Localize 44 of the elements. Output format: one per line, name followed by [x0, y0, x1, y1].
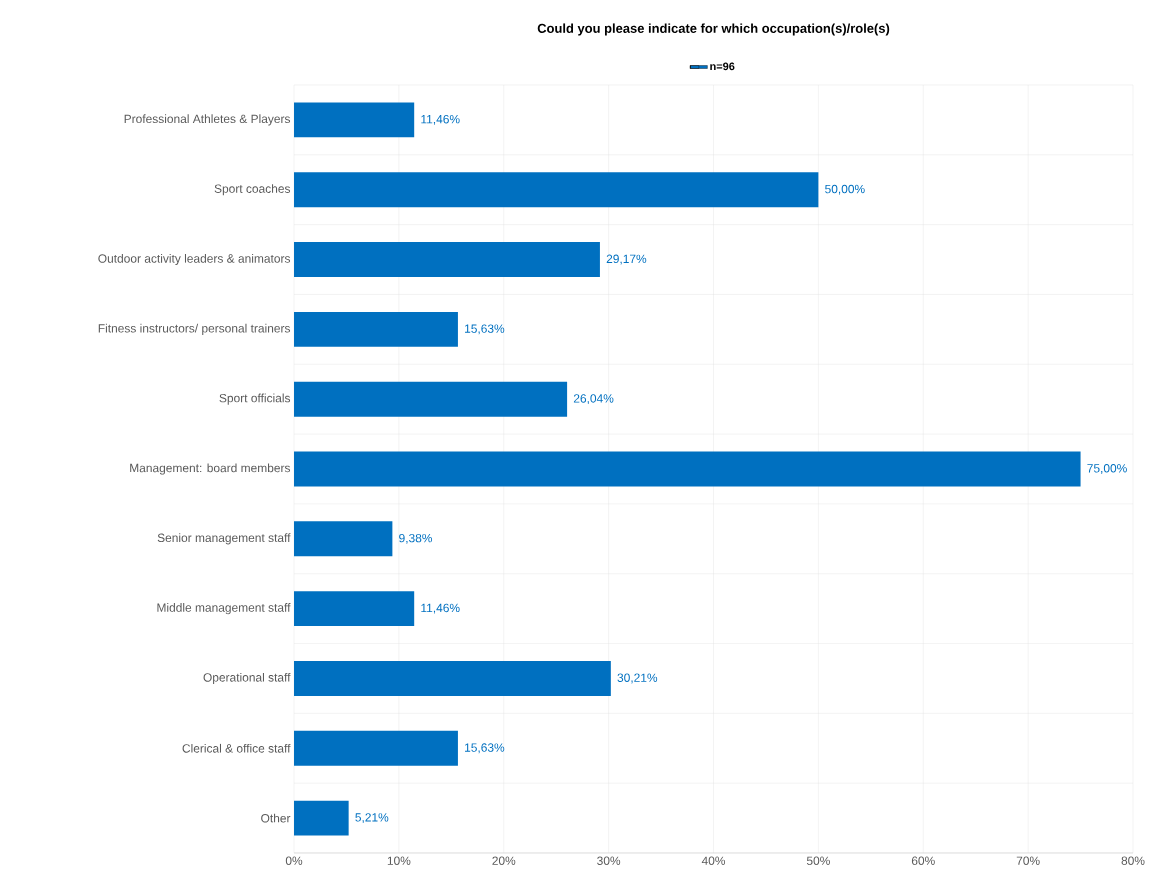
y-tick-label: Sport officials — [219, 393, 291, 405]
bar — [294, 660, 611, 696]
data-label: 75,00% — [1087, 464, 1127, 474]
y-tick-label: Senior management staff — [157, 533, 291, 545]
bar — [294, 381, 568, 417]
bar — [294, 521, 393, 557]
bar — [294, 591, 415, 627]
x-tick-label: 80% — [1121, 856, 1145, 865]
y-tick-label: Outdoor activity leaders & animators — [98, 253, 291, 266]
y-tick-label: Fitness instructors/ personal trainers — [98, 323, 291, 335]
bar — [294, 800, 349, 836]
bar — [294, 311, 458, 347]
x-tick-label: 70% — [1016, 856, 1040, 865]
bar — [294, 242, 600, 277]
data-label: 15,63% — [465, 743, 505, 754]
x-tick-label: 50% — [806, 856, 830, 865]
legend-label: n=96 — [710, 62, 735, 71]
data-label: 11,46% — [421, 114, 460, 125]
y-tick-label: Professional Athletes & Players — [124, 114, 291, 126]
bar — [294, 730, 458, 766]
data-label: 29,17% — [606, 254, 647, 265]
bar — [294, 172, 819, 208]
data-label: 30,21% — [617, 673, 658, 684]
data-label: 9,38% — [399, 533, 433, 544]
data-label: 11,46% — [421, 603, 460, 614]
x-tick-label: 0% — [285, 856, 303, 865]
bar — [294, 102, 415, 138]
y-tick-label: Sport coaches — [214, 184, 291, 196]
x-tick-label: 10% — [387, 856, 411, 865]
data-label: 15,63% — [465, 324, 505, 335]
y-tick-label: Middle management staff — [157, 603, 291, 615]
y-tick-label: Operational staff — [203, 672, 291, 685]
y-tick-label: Clerical & office staff — [182, 743, 291, 753]
bar — [294, 451, 1081, 487]
x-tick-label: 40% — [701, 856, 726, 865]
data-label: 5,21% — [355, 813, 389, 824]
data-label: 50,00% — [825, 184, 865, 195]
y-tick-label: Other — [261, 813, 291, 823]
x-tick-label: 20% — [492, 856, 516, 865]
x-tick-label: 60% — [911, 856, 935, 865]
data-label: 26,04% — [573, 394, 614, 405]
y-tick-label: Management: board members — [130, 463, 291, 475]
chart-title: Could you please indicate for which occupation(s)/role(s) — [537, 23, 890, 36]
x-tick-label: 30% — [597, 856, 621, 865]
